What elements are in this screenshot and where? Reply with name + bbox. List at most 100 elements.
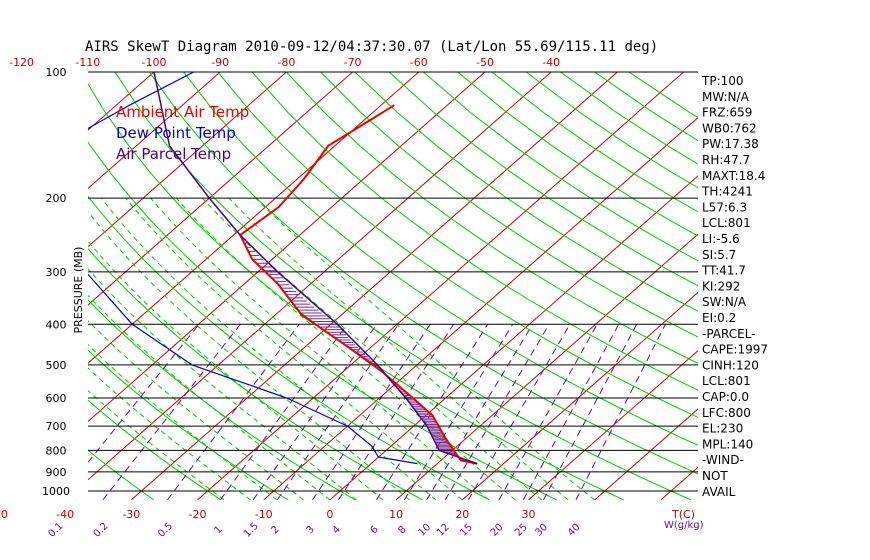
series-dew-point-temp <box>88 72 418 465</box>
moist-adiabat-line <box>88 268 357 501</box>
dry-adiabat-line <box>354 72 698 312</box>
dry-adiabat-line <box>88 299 356 501</box>
series-air-parcel-temp <box>153 72 478 465</box>
bottom-temp-ticks: -50 -40 -30 -20 -10 0 10 20 30 <box>0 508 536 521</box>
isotherm-line <box>528 350 698 501</box>
mixing-ratio-line <box>426 324 534 501</box>
pressure-tick: 600 <box>46 392 67 405</box>
stat-item: LI:-5.6 <box>702 232 740 246</box>
isotherm-line <box>88 72 221 190</box>
top-temp-tick: -70 <box>344 56 362 69</box>
mixing-ratio-tick: 4 <box>331 524 343 536</box>
pressure-tick: 800 <box>46 444 67 457</box>
isotherm-line <box>130 72 618 501</box>
mixing-ratio-grid <box>88 323 666 501</box>
y-axis-label: PRESSURE (MB) <box>72 247 85 334</box>
bottom-temp-tick: -50 <box>0 508 8 521</box>
mixing-ratio-line <box>219 323 348 501</box>
pressure-tick: 700 <box>46 420 67 433</box>
top-temp-tick: -80 <box>277 56 295 69</box>
dry-adiabat-line <box>320 72 698 338</box>
moist-adiabat-line <box>88 210 410 501</box>
bottom-temp-tick: 30 <box>522 508 536 521</box>
dry-adiabat-line <box>251 72 698 391</box>
top-temp-tick: -40 <box>542 56 560 69</box>
stat-item: CAP:0.0 <box>702 390 749 404</box>
moist-adiabat-grid <box>88 197 596 501</box>
moist-adiabat-line <box>88 367 251 501</box>
mixing-ratio-line <box>375 323 489 501</box>
pressure-tick: 200 <box>46 192 67 205</box>
dry-adiabat-line <box>88 82 625 501</box>
stat-item: MW:N/A <box>702 90 750 104</box>
stat-item: MAXT:18.4 <box>702 169 765 183</box>
bottom-temp-tick: -40 <box>56 508 74 521</box>
isotherm-line <box>88 72 353 306</box>
mixing-ratio-tick: 0.2 <box>92 521 111 540</box>
mixing-ratio-tick: 2 <box>269 524 281 536</box>
isotherm-line <box>197 72 684 501</box>
dry-adiabat-line <box>114 72 692 501</box>
moist-adiabat-line <box>228 197 569 501</box>
bottom-temp-tick: 0 <box>326 508 333 521</box>
top-temp-tick: -60 <box>410 56 428 69</box>
mixing-ratio-tick: 3 <box>305 524 317 536</box>
dry-adiabat-line <box>217 72 698 419</box>
legend-air-parcel-temp: Air Parcel Temp <box>116 145 231 163</box>
stat-item: EI:0.2 <box>702 311 736 325</box>
dry-adiabat-line <box>88 449 155 501</box>
isotherm-line <box>88 72 287 248</box>
stat-item: RH:47.7 <box>702 153 750 167</box>
pressure-tick: 400 <box>46 318 67 331</box>
stat-item: PW:17.38 <box>702 137 759 151</box>
stat-item: TP:100 <box>701 74 744 88</box>
stat-item: NOT <box>702 469 728 483</box>
stat-item: -WIND- <box>702 453 744 467</box>
mixing-ratio-tick: 20 <box>489 522 506 539</box>
bottom-temp-tick: 10 <box>389 508 403 521</box>
mixing-ratio-line <box>167 323 300 501</box>
mixing-ratio-line <box>88 323 200 464</box>
stat-item: AVAIL <box>702 485 736 499</box>
x-axis-label-temp: T(C) <box>671 508 695 521</box>
pressure-tick: 1000 <box>42 485 70 498</box>
moist-adiabat-line <box>88 294 331 501</box>
dry-adiabat-grid <box>88 72 698 501</box>
mixing-ratio-tick: 6 <box>369 524 381 536</box>
stat-item: TH:4241 <box>701 185 753 199</box>
dry-adiabat-line <box>457 72 698 237</box>
isotherm-line <box>660 466 698 501</box>
stat-item: CAPE:1997 <box>702 343 768 357</box>
dry-adiabat-line <box>88 195 490 501</box>
mixing-ratio-tick: 0.1 <box>46 521 65 540</box>
isotherm-line <box>594 408 698 501</box>
mixing-ratio-tick: 8 <box>396 524 408 536</box>
stat-item: CINH:120 <box>702 358 759 372</box>
legend-dew-point-temp: Dew Point Temp <box>116 124 236 142</box>
mixing-ratio-tick: 30 <box>533 522 550 539</box>
mixing-ratio-line <box>102 323 241 501</box>
dry-adiabat-line <box>388 72 698 287</box>
moist-adiabat-line <box>88 319 304 501</box>
moist-adiabat-line <box>175 197 516 501</box>
stat-item: FRZ:659 <box>702 106 752 120</box>
isotherm-line <box>88 72 420 364</box>
stat-item: EL:230 <box>702 422 743 436</box>
bottom-temp-tick: 20 <box>455 508 469 521</box>
moist-adiabat-line <box>88 344 278 501</box>
mixing-ratio-tick: 1 <box>212 524 224 536</box>
mixing-ratio-line <box>575 324 666 501</box>
dry-adiabat-line <box>628 72 698 119</box>
mixing-ratio-line <box>444 324 550 501</box>
dry-adiabat-line <box>88 399 222 501</box>
chart-title: AIRS SkewT Diagram 2010-09-12/04:37:30.0… <box>85 39 658 55</box>
dry-adiabat-line <box>286 72 698 364</box>
top-temp-tick: -120 <box>9 56 34 69</box>
mixing-ratio-line <box>338 323 455 501</box>
bottom-temp-tick: -10 <box>255 508 273 521</box>
stat-item: LFC:800 <box>702 406 751 420</box>
isotherm-line <box>395 233 698 501</box>
stat-item: MPL:140 <box>702 437 753 451</box>
